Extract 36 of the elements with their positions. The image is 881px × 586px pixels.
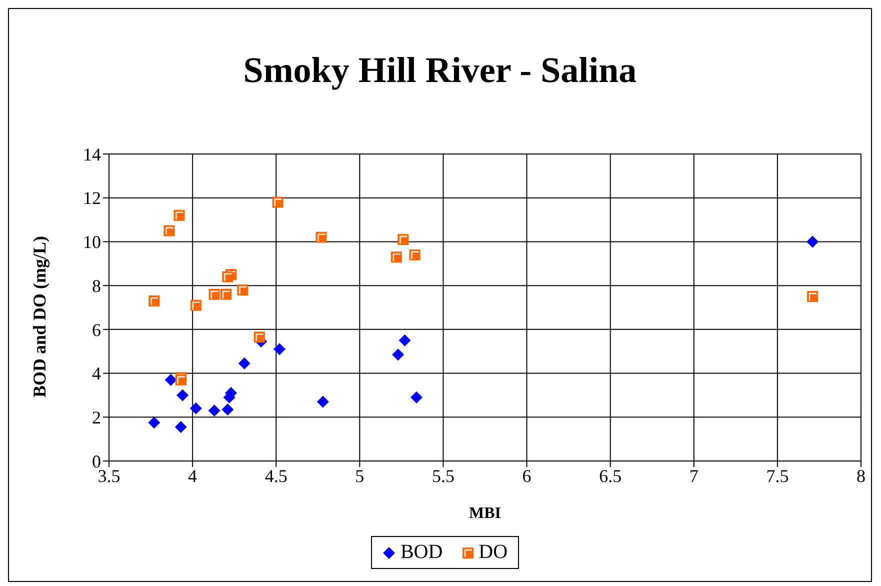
y-tick-label: 0 bbox=[92, 451, 101, 472]
y-axis-title: BOD and DO (mg/L) bbox=[29, 236, 50, 398]
point bbox=[208, 404, 220, 417]
x-tick-label: 5.5 bbox=[432, 466, 454, 486]
x-tick-label: 6 bbox=[522, 466, 532, 486]
legend-label: DO bbox=[478, 541, 508, 564]
point bbox=[806, 236, 819, 248]
y-tick-label: 8 bbox=[92, 276, 101, 296]
y-tick-label: 6 bbox=[92, 320, 101, 340]
point bbox=[410, 391, 422, 404]
point bbox=[273, 343, 286, 356]
point bbox=[148, 416, 160, 429]
point bbox=[316, 396, 329, 408]
x-tick-label: 7 bbox=[689, 466, 698, 486]
point bbox=[164, 374, 177, 386]
y-tick-label: 2 bbox=[92, 408, 101, 428]
point bbox=[222, 403, 234, 416]
y-tick-label: 12 bbox=[83, 188, 101, 208]
chart-title: Smoky Hill River - Salina bbox=[242, 49, 638, 91]
point bbox=[392, 348, 404, 361]
x-tick-label: 4.5 bbox=[264, 466, 288, 486]
x-axis-title: MBI bbox=[469, 505, 501, 522]
x-tick-label: 6.5 bbox=[599, 466, 622, 486]
legend-label: BOD bbox=[400, 541, 443, 564]
point bbox=[190, 402, 202, 414]
point bbox=[238, 357, 250, 370]
point bbox=[174, 421, 187, 434]
y-tick-label: 4 bbox=[92, 364, 101, 384]
x-tick-label: 4 bbox=[188, 466, 198, 486]
y-tick-label: 14 bbox=[83, 144, 101, 164]
x-tick-label: 8 bbox=[856, 466, 866, 486]
x-tick-label: 7.5 bbox=[766, 466, 789, 486]
point bbox=[398, 334, 411, 346]
x-tick-label: 5 bbox=[355, 466, 364, 486]
y-tick-label: 10 bbox=[83, 232, 101, 252]
point bbox=[176, 389, 189, 402]
